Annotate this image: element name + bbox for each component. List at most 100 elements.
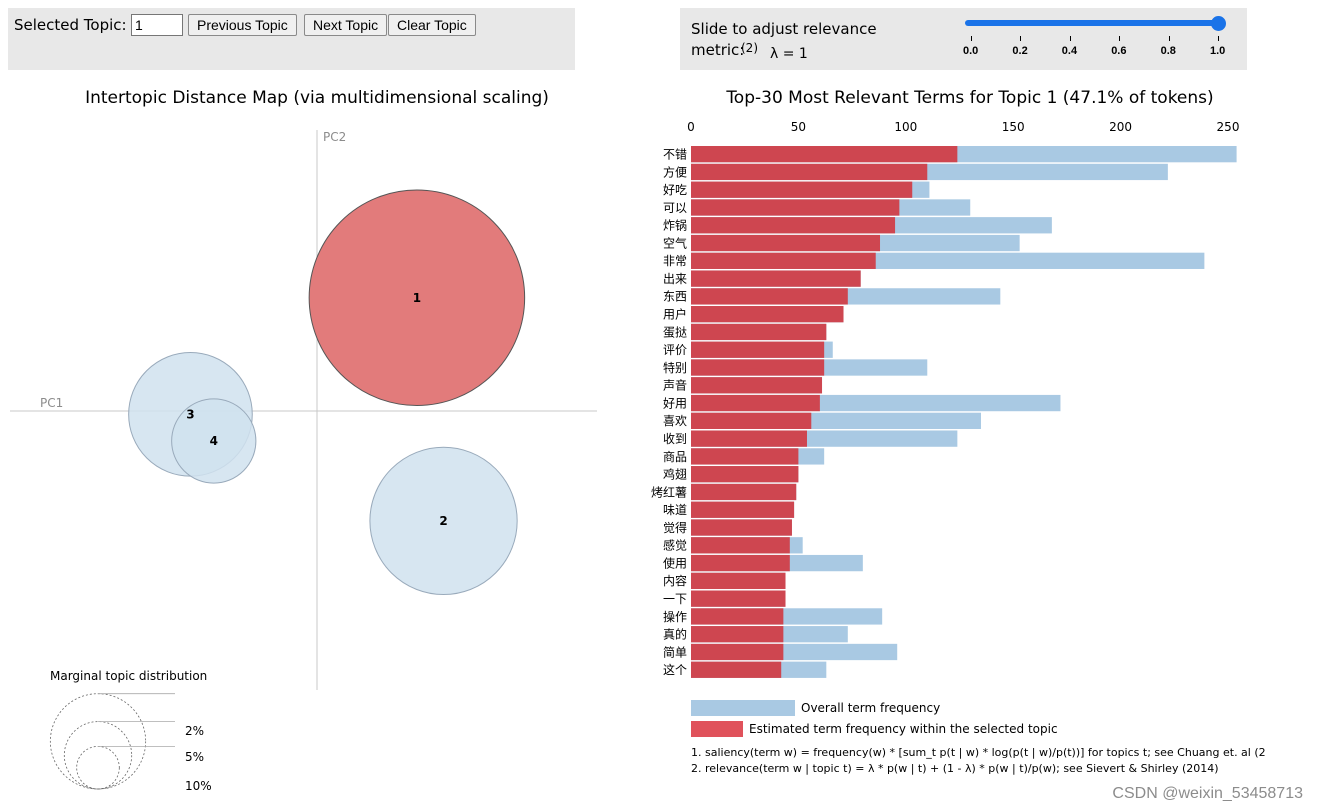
term-label-感觉[interactable]: 感觉 — [663, 538, 687, 553]
term-label-空气[interactable]: 空气 — [663, 235, 687, 250]
bar-topic-不错[interactable] — [691, 146, 958, 163]
selected-topic-input[interactable] — [131, 14, 183, 36]
term-label-内容[interactable]: 内容 — [663, 573, 687, 588]
term-label-操作[interactable]: 操作 — [663, 609, 687, 624]
term-label-鸡翅[interactable]: 鸡翅 — [663, 467, 687, 482]
bar-series: 不错方便好吃可以炸锅空气非常出来东西用户蛋挞评价特别声音好用喜欢收到商品鸡翅烤红… — [651, 146, 1237, 678]
bar-topic-觉得[interactable] — [691, 519, 792, 536]
bar-topic-蛋挞[interactable] — [691, 323, 827, 341]
bar-topic-喜欢[interactable] — [691, 412, 812, 429]
term-label-蛋挞[interactable]: 蛋挞 — [663, 325, 687, 339]
slider-tick-mark — [1218, 36, 1219, 41]
x-tick-label: 50 — [791, 120, 806, 134]
term-label-觉得[interactable]: 觉得 — [663, 520, 687, 535]
term-label-方便[interactable]: 方便 — [663, 164, 687, 179]
bar-topic-一下[interactable] — [691, 590, 786, 607]
slider-label-line2: metric: — [691, 41, 745, 59]
x-tick-label: 250 — [1217, 120, 1240, 134]
bar-topic-烤红薯[interactable] — [691, 483, 797, 501]
term-label-用户[interactable]: 用户 — [663, 307, 687, 322]
relevant-terms-chart: Top-30 Most Relevant Terms for Topic 1 (… — [651, 88, 1266, 775]
bar-topic-真的[interactable] — [691, 626, 784, 643]
legend-overall-swatch — [691, 700, 795, 716]
term-label-可以[interactable]: 可以 — [663, 201, 687, 215]
bar-topic-方便[interactable] — [691, 163, 928, 181]
term-label-出来[interactable]: 出来 — [663, 272, 687, 286]
relevance-slider-thumb[interactable] — [1211, 16, 1226, 31]
legend-value-label: 10% — [185, 779, 212, 793]
topic-circle-4[interactable] — [171, 398, 257, 484]
slider-tick-label: 0.0 — [963, 45, 979, 57]
slider-tick-label: 0.4 — [1061, 45, 1078, 57]
relevance-slider-panel: Slide to adjust relevance metric: (2) λ … — [680, 8, 1247, 70]
term-label-一下[interactable]: 一下 — [663, 592, 687, 606]
previous-topic-button[interactable]: Previous Topic — [188, 14, 297, 36]
bar-topic-特别[interactable] — [691, 359, 825, 376]
term-label-烤红薯[interactable]: 烤红薯 — [651, 484, 687, 499]
relevance-slider-track[interactable] — [965, 20, 1217, 26]
bar-topic-好用[interactable] — [691, 394, 820, 412]
bar-topic-评价[interactable] — [691, 341, 825, 358]
topic-label-1: 1 — [413, 291, 421, 305]
slider-superscript: (2) — [741, 41, 758, 55]
bar-topic-感觉[interactable] — [691, 537, 790, 554]
lambda-value: λ = 1 — [770, 46, 808, 62]
term-label-使用[interactable]: 使用 — [663, 555, 687, 570]
slider-tick-label: 0.6 — [1111, 45, 1127, 57]
bar-topic-空气[interactable] — [691, 234, 881, 252]
topic-circle-1[interactable] — [308, 189, 526, 407]
term-label-评价[interactable]: 评价 — [663, 343, 687, 357]
selected-topic-label: Selected Topic: — [14, 16, 127, 34]
bar-topic-东西[interactable] — [691, 288, 848, 305]
bar-topic-声音[interactable] — [691, 377, 823, 394]
bar-topic-鸡翅[interactable] — [691, 466, 799, 483]
term-label-收到[interactable]: 收到 — [663, 432, 687, 446]
term-label-声音[interactable]: 声音 — [663, 378, 687, 393]
term-label-这个[interactable]: 这个 — [663, 662, 687, 677]
term-label-东西[interactable]: 东西 — [663, 290, 687, 304]
term-label-商品[interactable]: 商品 — [663, 449, 687, 464]
bar-topic-好吃[interactable] — [691, 181, 913, 198]
term-label-特别[interactable]: 特别 — [663, 360, 687, 375]
bar-topic-用户[interactable] — [691, 306, 844, 323]
term-label-好用[interactable]: 好用 — [663, 396, 687, 410]
bar-topic-非常[interactable] — [691, 252, 876, 269]
bar-topic-炸锅[interactable] — [691, 217, 896, 234]
term-label-不错[interactable]: 不错 — [663, 148, 687, 162]
next-topic-button[interactable]: Next Topic — [304, 14, 388, 36]
term-label-好吃[interactable]: 好吃 — [663, 183, 687, 197]
footnote-saliency: 1. saliency(term w) = frequency(w) * [su… — [691, 746, 1266, 759]
bar-topic-内容[interactable] — [691, 572, 786, 590]
term-label-喜欢[interactable]: 喜欢 — [663, 413, 687, 428]
term-label-真的[interactable]: 真的 — [663, 627, 687, 642]
marginal-distribution-legend: Marginal topic distribution 2% 5% 10% — [49, 669, 212, 793]
bar-topic-收到[interactable] — [691, 430, 807, 447]
legend-topic-label: Estimated term frequency within the sele… — [749, 722, 1058, 736]
term-label-味道[interactable]: 味道 — [663, 503, 687, 517]
clear-topic-button[interactable]: Clear Topic — [388, 14, 476, 36]
topic-control-panel: Selected Topic: Previous Topic Next Topi… — [8, 8, 575, 70]
topic-circles: 1 2 3 4 — [128, 189, 526, 596]
term-label-炸锅[interactable]: 炸锅 — [663, 218, 687, 233]
x-tick-label: 0 — [687, 120, 695, 134]
term-label-简单[interactable]: 简单 — [663, 645, 687, 659]
intertopic-distance-map: Intertopic Distance Map (via multidimens… — [10, 88, 597, 793]
topic-label-2: 2 — [439, 514, 447, 528]
bar-topic-商品[interactable] — [691, 448, 799, 465]
topic-circle-2[interactable] — [369, 446, 518, 596]
mds-title: Intertopic Distance Map (via multidimens… — [85, 88, 549, 108]
slider-tick-mark — [971, 36, 972, 41]
slider-tick-label: 1.0 — [1210, 45, 1226, 57]
bar-topic-味道[interactable] — [691, 501, 795, 518]
topic-label-3: 3 — [186, 407, 194, 421]
slider-tick-mark — [1069, 36, 1071, 41]
marginal-legend-title: Marginal topic distribution — [50, 669, 207, 683]
bar-topic-简单[interactable] — [691, 643, 784, 661]
bar-topic-可以[interactable] — [691, 199, 900, 216]
bar-topic-出来[interactable] — [691, 270, 861, 287]
bar-topic-这个[interactable] — [691, 661, 782, 678]
bar-topic-操作[interactable] — [691, 608, 784, 625]
term-label-非常[interactable]: 非常 — [663, 254, 687, 268]
slider-tick-mark — [1119, 36, 1121, 41]
bar-topic-使用[interactable] — [691, 554, 790, 572]
